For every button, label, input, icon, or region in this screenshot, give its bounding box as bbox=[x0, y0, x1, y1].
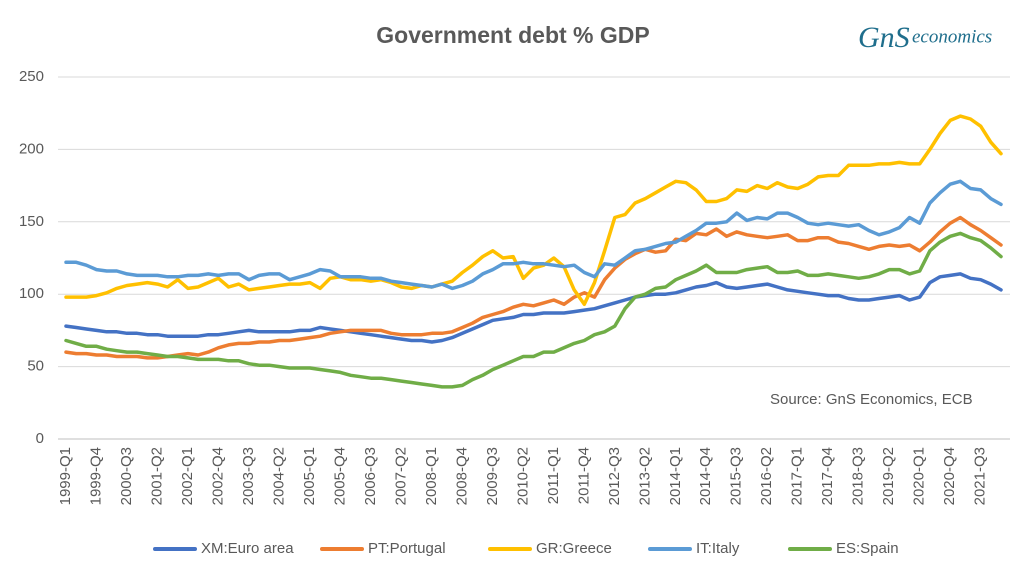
x-tick-label: 2002-Q1 bbox=[179, 447, 196, 505]
x-tick-label: 2011-Q4 bbox=[575, 447, 592, 504]
x-tick-label: 2016-Q2 bbox=[758, 447, 775, 505]
x-tick-label: 2017-Q1 bbox=[789, 447, 806, 505]
series-line bbox=[64, 114, 1003, 307]
legend-label: XM:Euro area bbox=[201, 540, 294, 557]
y-tick-label: 0 bbox=[36, 430, 44, 447]
series-line bbox=[64, 272, 1003, 344]
legend-label: GR:Greece bbox=[536, 540, 612, 557]
x-tick-label: 2004-Q2 bbox=[270, 447, 287, 505]
x-tick-label: 2014-Q1 bbox=[667, 447, 684, 505]
y-tick-label: 250 bbox=[19, 68, 44, 85]
y-tick-label: 200 bbox=[19, 140, 44, 157]
x-tick-label: 2002-Q4 bbox=[209, 447, 226, 505]
x-tick-label: 2005-Q1 bbox=[301, 447, 318, 505]
legend-label: ES:Spain bbox=[836, 540, 899, 557]
x-tick-label: 2001-Q2 bbox=[148, 447, 165, 505]
series-line bbox=[64, 215, 1003, 360]
x-tick-label: 2005-Q4 bbox=[331, 447, 348, 505]
x-tick-label: 2003-Q3 bbox=[240, 447, 257, 505]
annotation: Source: GnS Economics, ECB bbox=[770, 391, 973, 408]
x-tick-label: 2008-Q1 bbox=[423, 447, 440, 505]
x-tick-label: 2009-Q3 bbox=[484, 447, 501, 505]
x-tick-label: 2019-Q2 bbox=[880, 447, 897, 505]
x-tick-label: 2021-Q3 bbox=[972, 447, 989, 505]
series-line bbox=[64, 231, 1003, 389]
legend-label: IT:Italy bbox=[696, 540, 740, 557]
x-tick-label: 2017-Q4 bbox=[819, 447, 836, 505]
series-line bbox=[64, 179, 1003, 291]
x-tick-label: 2008-Q4 bbox=[453, 447, 470, 505]
logo-text: economics bbox=[912, 26, 992, 47]
x-tick-label: 2020-Q1 bbox=[911, 447, 928, 505]
x-tick-label: 2007-Q2 bbox=[392, 447, 409, 505]
y-tick-label: 150 bbox=[19, 213, 44, 230]
x-tick-label: 2014-Q4 bbox=[697, 447, 714, 505]
x-tick-label: 1999-Q4 bbox=[87, 447, 104, 505]
x-tick-label: 2006-Q3 bbox=[362, 447, 379, 505]
x-tick-label: 2013-Q2 bbox=[636, 447, 653, 505]
y-tick-label: 100 bbox=[19, 285, 44, 302]
x-tick-label: 2018-Q3 bbox=[850, 447, 867, 505]
x-tick-label: 2020-Q4 bbox=[941, 447, 958, 505]
legend-label: PT:Portugal bbox=[368, 540, 446, 557]
x-tick-label: 2011-Q1 bbox=[545, 447, 562, 504]
chart-title: Government debt % GDP bbox=[376, 22, 649, 48]
y-tick-label: 50 bbox=[27, 358, 44, 375]
x-tick-label: 2015-Q3 bbox=[728, 447, 745, 505]
x-tick-label: 1999-Q1 bbox=[57, 447, 74, 505]
x-tick-label: 2000-Q3 bbox=[118, 447, 135, 505]
x-tick-label: 2010-Q2 bbox=[514, 447, 531, 505]
logo-mark: GnS bbox=[858, 21, 910, 54]
x-tick-label: 2012-Q3 bbox=[606, 447, 623, 505]
